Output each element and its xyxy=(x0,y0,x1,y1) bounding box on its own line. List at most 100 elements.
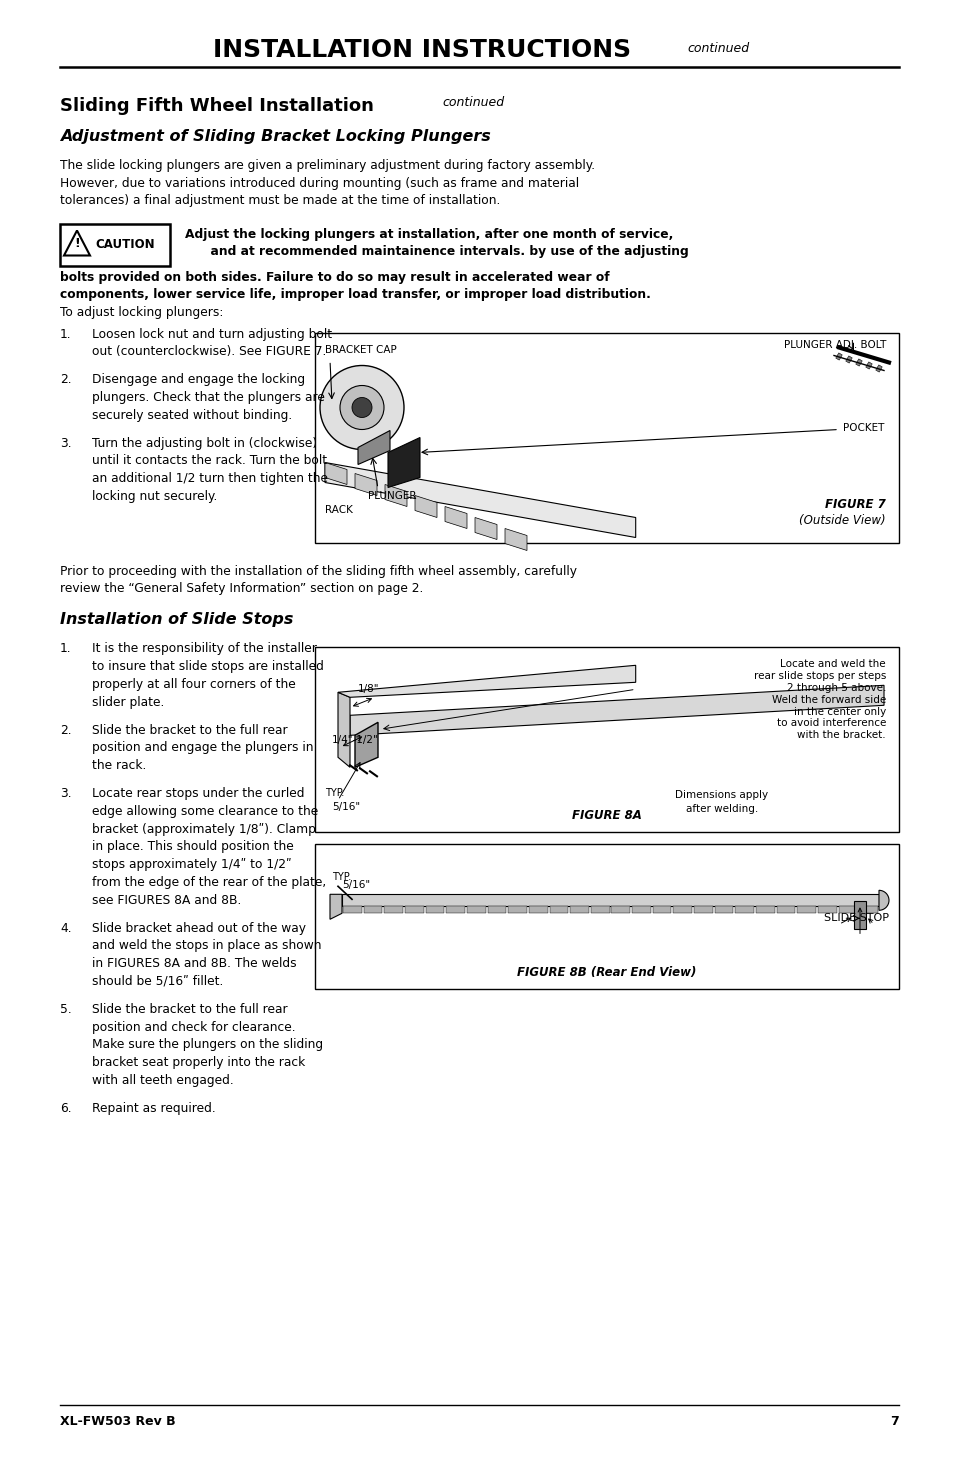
Text: Locate rear stops under the curled: Locate rear stops under the curled xyxy=(91,786,304,799)
Text: Adjustment of Sliding Bracket Locking Plungers: Adjustment of Sliding Bracket Locking Pl… xyxy=(60,128,490,145)
Text: to insure that slide stops are installed: to insure that slide stops are installed xyxy=(91,661,323,673)
Bar xyxy=(60,224,170,266)
Text: Slide bracket ahead out of the way: Slide bracket ahead out of the way xyxy=(91,922,306,935)
Polygon shape xyxy=(357,431,390,465)
Text: TYP.: TYP. xyxy=(325,788,344,798)
Bar xyxy=(652,906,671,913)
Text: the rack.: the rack. xyxy=(91,760,146,771)
Text: Installation of Slide Stops: Installation of Slide Stops xyxy=(60,612,294,627)
Polygon shape xyxy=(330,894,341,919)
Text: FIGURE 7: FIGURE 7 xyxy=(824,497,885,510)
Text: in place. This should position the: in place. This should position the xyxy=(91,841,294,854)
Text: Sliding Fifth Wheel Installation: Sliding Fifth Wheel Installation xyxy=(60,97,374,115)
Text: 3.: 3. xyxy=(60,786,71,799)
Text: 4.: 4. xyxy=(60,922,71,935)
Bar xyxy=(714,906,733,913)
Text: POCKET: POCKET xyxy=(841,422,883,432)
Text: in FIGURES 8A and 8B. The welds: in FIGURES 8A and 8B. The welds xyxy=(91,957,296,971)
Text: edge allowing some clearance to the: edge allowing some clearance to the xyxy=(91,805,318,817)
Text: 5.: 5. xyxy=(60,1003,71,1016)
Text: see FIGURES 8A and 8B.: see FIGURES 8A and 8B. xyxy=(91,894,241,907)
Text: 2.: 2. xyxy=(60,373,71,386)
Bar xyxy=(590,906,609,913)
Bar xyxy=(875,364,882,372)
Bar xyxy=(570,906,588,913)
Text: PLUNGER: PLUNGER xyxy=(368,491,416,500)
Bar xyxy=(446,906,464,913)
Bar xyxy=(735,906,753,913)
Text: (Outside View): (Outside View) xyxy=(799,513,885,527)
Text: after welding.: after welding. xyxy=(685,804,757,814)
Text: It is the responsibility of the installer: It is the responsibility of the installe… xyxy=(91,642,316,655)
Polygon shape xyxy=(475,518,497,540)
Bar xyxy=(466,906,485,913)
Text: XL-FW503 Rev B: XL-FW503 Rev B xyxy=(60,1415,175,1428)
Polygon shape xyxy=(444,506,467,528)
Text: Slide the bracket to the full rear: Slide the bracket to the full rear xyxy=(91,724,287,736)
Bar xyxy=(611,906,630,913)
Text: TYP.: TYP. xyxy=(332,872,351,882)
Bar xyxy=(673,906,691,913)
Bar xyxy=(314,844,898,990)
Bar xyxy=(756,906,774,913)
Polygon shape xyxy=(388,438,419,488)
Bar xyxy=(425,906,444,913)
Text: 7: 7 xyxy=(889,1415,898,1428)
Text: components, lower service life, improper load transfer, or improper load distrib: components, lower service life, improper… xyxy=(60,288,650,301)
Bar xyxy=(865,361,871,369)
Text: However, due to variations introduced during mounting (such as frame and materia: However, due to variations introduced du… xyxy=(60,177,578,189)
Text: SLIDE STOP: SLIDE STOP xyxy=(823,913,888,923)
Polygon shape xyxy=(337,665,635,698)
Text: The slide locking plungers are given a preliminary adjustment during factory ass: The slide locking plungers are given a p… xyxy=(60,159,595,173)
Text: out (counterclockwise). See FIGURE 7.: out (counterclockwise). See FIGURE 7. xyxy=(91,345,326,358)
Text: !: ! xyxy=(74,237,80,249)
Text: tolerances) a final adjustment must be made at the time of installation.: tolerances) a final adjustment must be m… xyxy=(60,195,500,207)
Text: FIGURE 8A: FIGURE 8A xyxy=(572,810,641,822)
Text: and weld the stops in place as shown: and weld the stops in place as shown xyxy=(91,940,321,953)
Text: Disengage and engage the locking: Disengage and engage the locking xyxy=(91,373,305,386)
Polygon shape xyxy=(504,528,526,550)
Bar xyxy=(549,906,568,913)
Text: bolts provided on both sides. Failure to do so may result in accelerated wear of: bolts provided on both sides. Failure to… xyxy=(60,270,609,283)
Bar xyxy=(632,906,650,913)
Polygon shape xyxy=(415,496,436,518)
Text: 5/16": 5/16" xyxy=(341,881,370,891)
Polygon shape xyxy=(337,692,350,767)
Bar xyxy=(859,906,877,913)
Text: with the bracket.: with the bracket. xyxy=(797,730,885,740)
Polygon shape xyxy=(64,230,90,255)
Bar xyxy=(508,906,526,913)
Bar xyxy=(845,355,851,363)
Bar xyxy=(341,894,878,906)
Bar xyxy=(838,906,857,913)
Text: from the edge of the rear of the plate,: from the edge of the rear of the plate, xyxy=(91,876,326,889)
Bar xyxy=(404,906,423,913)
Text: 1.: 1. xyxy=(60,327,71,341)
Circle shape xyxy=(352,397,372,417)
Polygon shape xyxy=(350,686,883,736)
Bar xyxy=(343,906,361,913)
Bar xyxy=(528,906,547,913)
Circle shape xyxy=(319,366,403,450)
Bar xyxy=(487,906,506,913)
Text: locking nut securely.: locking nut securely. xyxy=(91,490,217,503)
Text: position and check for clearance.: position and check for clearance. xyxy=(91,1021,295,1034)
Bar xyxy=(384,906,402,913)
Text: in the center only: in the center only xyxy=(793,707,885,717)
Wedge shape xyxy=(878,891,888,910)
Text: Prior to proceeding with the installation of the sliding fifth wheel assembly, c: Prior to proceeding with the installatio… xyxy=(60,565,577,578)
Text: properly at all four corners of the: properly at all four corners of the xyxy=(91,678,295,690)
Polygon shape xyxy=(385,484,407,506)
Text: Slide the bracket to the full rear: Slide the bracket to the full rear xyxy=(91,1003,287,1016)
Text: plungers. Check that the plungers are: plungers. Check that the plungers are xyxy=(91,391,325,404)
Text: to avoid interference: to avoid interference xyxy=(776,718,885,729)
Bar xyxy=(363,906,382,913)
Text: Adjust the locking plungers at installation, after one month of service,: Adjust the locking plungers at installat… xyxy=(185,227,673,240)
Text: slider plate.: slider plate. xyxy=(91,696,164,708)
Text: INSTALLATION INSTRUCTIONS: INSTALLATION INSTRUCTIONS xyxy=(213,38,630,62)
Text: Loosen lock nut and turn adjusting bolt: Loosen lock nut and turn adjusting bolt xyxy=(91,327,332,341)
Text: Weld the forward side: Weld the forward side xyxy=(771,695,885,705)
Text: 1/8": 1/8" xyxy=(357,684,378,695)
Bar xyxy=(797,906,815,913)
Text: bracket seat properly into the rack: bracket seat properly into the rack xyxy=(91,1056,305,1069)
